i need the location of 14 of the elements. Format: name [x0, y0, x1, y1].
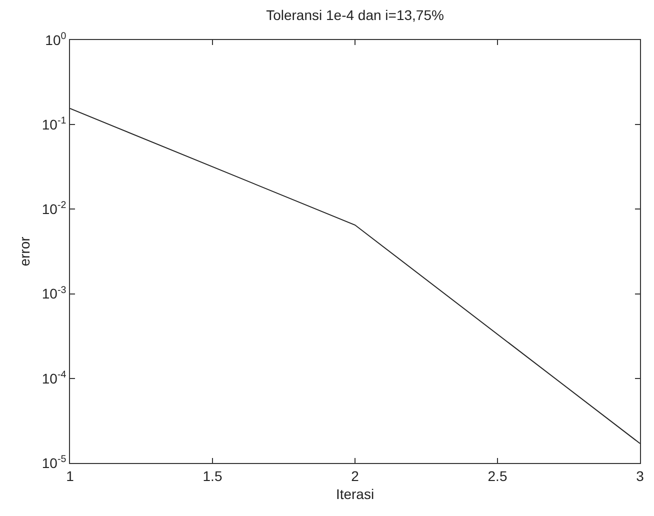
x-tick-label: 1 — [66, 468, 74, 484]
y-tick-label: 10$^{-3}$ — [42, 284, 67, 302]
x-tick-label: 2 — [351, 468, 360, 484]
chart-title: Toleransi 1e-4 dan i=13,75% — [266, 6, 444, 23]
y-tick-label: 10$^{-5}$ — [42, 454, 67, 471]
x-axis-title: Iterasi — [336, 486, 374, 502]
y-tick-label: 10$^{-2}$ — [42, 200, 66, 218]
y-axis-title: error — [16, 236, 33, 266]
y-tick-label: 10$^{0}$ — [45, 31, 67, 48]
x-tick-label: 2.5 — [488, 468, 508, 484]
x-tick-label: 3 — [636, 468, 644, 484]
x-tick-label: 1.5 — [202, 468, 222, 484]
y-tick-label: 10$^{-4}$ — [42, 369, 67, 386]
y-tick-label: 10$^{-1}$ — [42, 116, 66, 132]
